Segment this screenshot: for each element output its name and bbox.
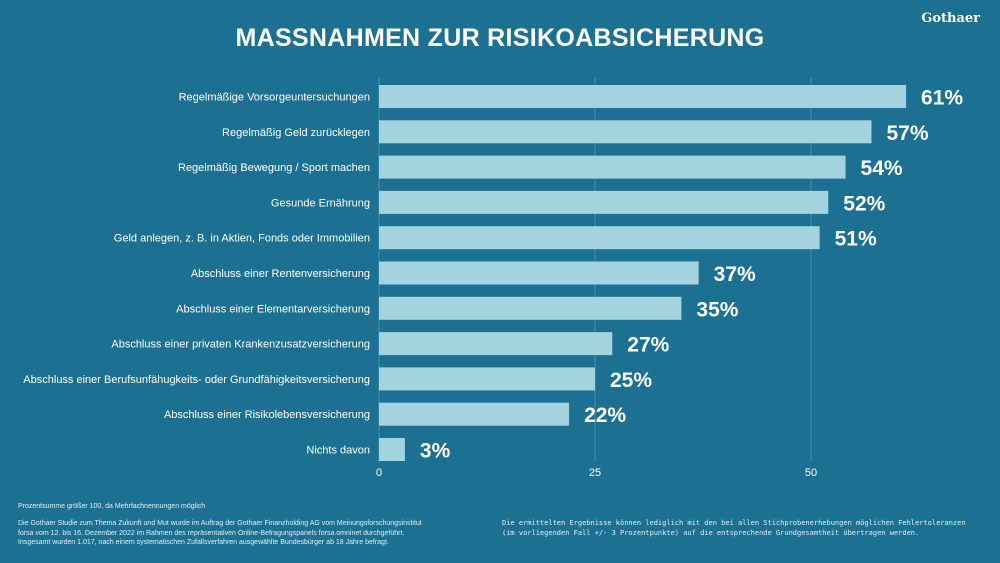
study-note-line: forsa vom 12. bis 16. Dezember 2022 im R… [18,529,405,537]
sum-note: Prozentsumme größer 100, da Mehrfachnenn… [18,503,206,510]
value-label: 35% [696,298,738,321]
bar [379,402,570,426]
value-label: 27% [627,334,669,357]
bar [379,190,829,214]
study-note-line: Insgesamt wurden 1.017, nach einem syste… [18,539,389,546]
category-label: Abschluss einer Berufsunfähugkeits- oder… [23,374,370,386]
bar [379,438,405,461]
category-label: Geld anlegen, z. B. in Aktien, Fonds ode… [114,233,370,245]
bar [379,155,846,179]
category-label: Regelmäßige Vorsorgeuntersuchungen [179,92,370,104]
labels: 0 25 50 Regelmäßige Vorsorgeuntersuchungen 6… [23,87,963,480]
x-tick-label: 50 [805,467,817,479]
category-label: Abschluss einer privaten Krankenzusatzve… [111,339,370,351]
value-label: 3% [420,440,451,463]
bar [379,367,595,391]
value-label: 25% [610,369,652,392]
category-label: Abschluss einer Elementarversicherung [176,303,370,315]
category-label: Regelmäßig Geld zurücklegen [222,127,370,139]
bar [379,332,613,356]
category-label: Regelmäßig Bewegung / Sport machen [178,162,370,174]
bar [379,85,907,108]
value-label: 52% [843,192,885,215]
bar [379,120,872,144]
tolerance-note: Die ermittelten Ergebnisse können ledigl… [502,519,966,537]
value-label: 22% [584,404,626,427]
value-label: 51% [835,228,877,251]
x-tick-label: 0 [376,467,382,479]
value-label: 37% [714,263,756,286]
bar [379,261,699,285]
category-label: Gesunde Ernährung [271,197,370,209]
value-label: 61% [921,87,963,110]
category-label: Abschluss einer Risikolebensversicherung [164,409,370,421]
x-tick-label: 25 [589,467,601,479]
category-label: Abschluss einer Rentenversicherung [191,268,370,280]
bars [379,85,907,461]
study-note: Die Gothaer Studie zum Thema Zukunft und… [18,519,478,548]
bar [379,226,820,250]
value-label: 54% [861,157,903,180]
category-label: Nichts davon [306,445,370,457]
value-label: 57% [886,122,928,145]
bar [379,296,682,320]
study-note-line: Die Gothaer Studie zum Thema Zukunft und… [18,520,422,527]
gothaer-logo: Gothaer [921,11,980,26]
bar-chart: 0 25 50 Regelmäßige Vorsorgeuntersuchungen 6… [23,78,963,480]
chart-title: MASSNAHMEN ZUR RISIKOABSICHERUNG [235,24,765,52]
